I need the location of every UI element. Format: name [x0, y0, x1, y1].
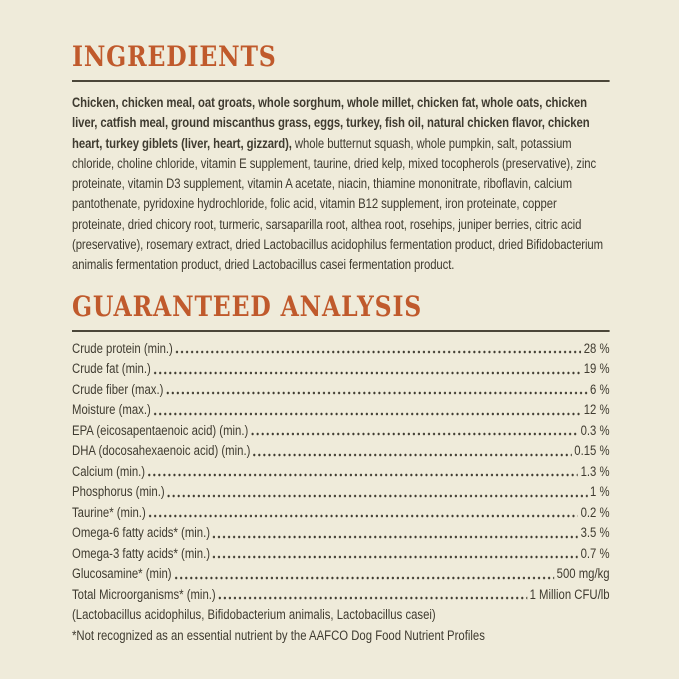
- ingredients-paragraph: Chicken, chicken meal, oat groats, whole…: [72, 93, 610, 276]
- aafco-footnote: *Not recognized as an essential nutrient…: [72, 627, 485, 643]
- nutrient-label: Omega-6 fatty acids* (min.): [72, 525, 211, 541]
- ingredients-primary-text: Chicken, chicken meal, oat groats, whole…: [72, 95, 590, 151]
- nutrient-value: 0.15 %: [574, 443, 610, 459]
- dot-leader: [218, 594, 528, 602]
- table-row: DHA (docosahexaenoic acid) (min.) 0.15 %: [72, 441, 610, 462]
- table-row: Crude fiber (max.) 6 %: [72, 380, 610, 401]
- guaranteed-analysis-heading: GUARANTEED ANALYSIS: [72, 289, 423, 323]
- table-row: EPA (eicosapentaenoic acid) (min.) 0.3 %: [72, 421, 610, 442]
- nutrient-value: 6 %: [590, 381, 610, 397]
- dot-leader: [212, 532, 579, 540]
- ingredients-section: INGREDIENTS Chicken, chicken meal, oat g…: [72, 42, 610, 276]
- nutrient-value: 1 %: [590, 484, 610, 500]
- nutrient-label: Total Microorganisms* (min.): [72, 586, 216, 602]
- guaranteed-analysis-section: GUARANTEED ANALYSIS Crude protein (min.)…: [72, 289, 610, 647]
- dot-leader: [147, 471, 579, 479]
- nutrient-value: 500 mg/kg: [556, 566, 610, 582]
- nutrient-label: Glucosamine* (min): [72, 566, 172, 582]
- nutrient-value: 0.7 %: [580, 545, 610, 561]
- table-row: Glucosamine* (min) 500 mg/kg: [72, 564, 610, 585]
- nutrient-value: 19 %: [583, 361, 610, 377]
- table-row: Omega-3 fatty acids* (min.) 0.7 %: [72, 544, 610, 565]
- table-row: Calcium (min.) 1.3 %: [72, 462, 610, 483]
- nutrient-value: 12 %: [583, 402, 610, 418]
- nutrient-value: 1 Million CFU/lb: [529, 586, 610, 602]
- dot-leader: [153, 409, 582, 417]
- table-row: Crude protein (min.) 28 %: [72, 339, 610, 360]
- nutrient-value: 0.2 %: [580, 504, 610, 520]
- nutrient-label: Calcium (min.): [72, 463, 146, 479]
- dot-leader: [252, 450, 572, 458]
- table-row: Phosphorus (min.) 1 %: [72, 482, 610, 503]
- dot-leader: [175, 348, 582, 356]
- nutrient-label: EPA (eicosapentaenoic acid) (min.): [72, 422, 249, 438]
- dot-leader: [212, 553, 579, 561]
- table-row: Omega-6 fatty acids* (min.) 3.5 %: [72, 523, 610, 544]
- ingredients-secondary-text: whole butternut squash, whole pumpkin, s…: [72, 135, 604, 273]
- microorganisms-detail: (Lactobacillus acidophilus, Bifidobacter…: [72, 607, 436, 623]
- nutrient-value: 28 %: [583, 340, 610, 356]
- dot-leader: [167, 491, 588, 499]
- table-row: Crude fat (min.) 19 %: [72, 359, 610, 380]
- ingredients-divider: [72, 80, 610, 82]
- nutrient-label: Crude fiber (max.): [72, 381, 164, 397]
- nutrient-label: Crude protein (min.): [72, 340, 173, 356]
- dot-leader: [250, 430, 579, 438]
- table-row: Taurine* (min.) 0.2 %: [72, 503, 610, 524]
- analysis-divider: [72, 329, 610, 332]
- nutrient-label: Crude fat (min.): [72, 361, 151, 377]
- analysis-table: Crude protein (min.) 28 % Crude fat (min…: [72, 339, 610, 606]
- table-row: Total Microorganisms* (min.) 1 Million C…: [72, 585, 610, 606]
- ingredients-heading: INGREDIENTS: [72, 40, 277, 73]
- table-row: Moisture (max.) 12 %: [72, 400, 610, 421]
- nutrient-label: DHA (docosahexaenoic acid) (min.): [72, 443, 251, 459]
- nutrient-value: 3.5 %: [580, 525, 610, 541]
- nutrient-value: 0.3 %: [580, 422, 610, 438]
- nutrient-label: Moisture (max.): [72, 402, 151, 418]
- nutrient-value: 1.3 %: [580, 463, 610, 479]
- dot-leader: [148, 512, 579, 520]
- dot-leader: [165, 389, 588, 397]
- dot-leader: [153, 368, 582, 376]
- nutrient-label: Omega-3 fatty acids* (min.): [72, 545, 211, 561]
- nutrient-label: Phosphorus (min.): [72, 484, 165, 500]
- label-content: INGREDIENTS Chicken, chicken meal, oat g…: [72, 42, 610, 646]
- nutrient-label: Taurine* (min.): [72, 504, 146, 520]
- dot-leader: [174, 573, 555, 581]
